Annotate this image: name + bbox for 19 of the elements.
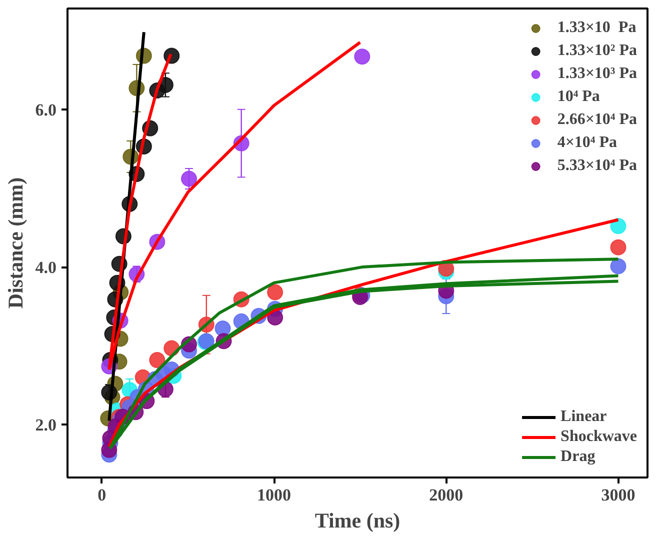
legend-label: 2.66×10⁴ Pa	[557, 111, 637, 129]
x-tick-label: 3000	[601, 486, 636, 504]
legend-label: 5.33×10⁴ Pa	[557, 157, 637, 175]
legend-label: 4×10⁴ Pa	[557, 134, 617, 152]
legend-label: 1.33×10³ Pa	[557, 65, 637, 83]
legend-label: 1.33×10 Pa	[557, 19, 636, 37]
x-axis-title: Time (ns)	[314, 508, 400, 532]
y-tick-label: 4.0	[35, 258, 56, 278]
legend-label: Shockwave	[560, 428, 637, 446]
legend-label: Drag	[560, 448, 596, 466]
legend-label: 1.33×10² Pa	[557, 42, 637, 60]
legend-label: Linear	[560, 408, 607, 426]
x-tick-label: 2000	[429, 486, 464, 504]
x-tick-label: 0	[98, 486, 106, 504]
y-tick-label: 2.0	[35, 416, 56, 435]
legend-label: 10⁴ Pa	[557, 88, 600, 106]
y-tick-label: 6.0	[35, 100, 56, 120]
y-axis-title: Distance (mm)	[3, 177, 28, 309]
x-tick-label: 1000	[257, 486, 292, 504]
